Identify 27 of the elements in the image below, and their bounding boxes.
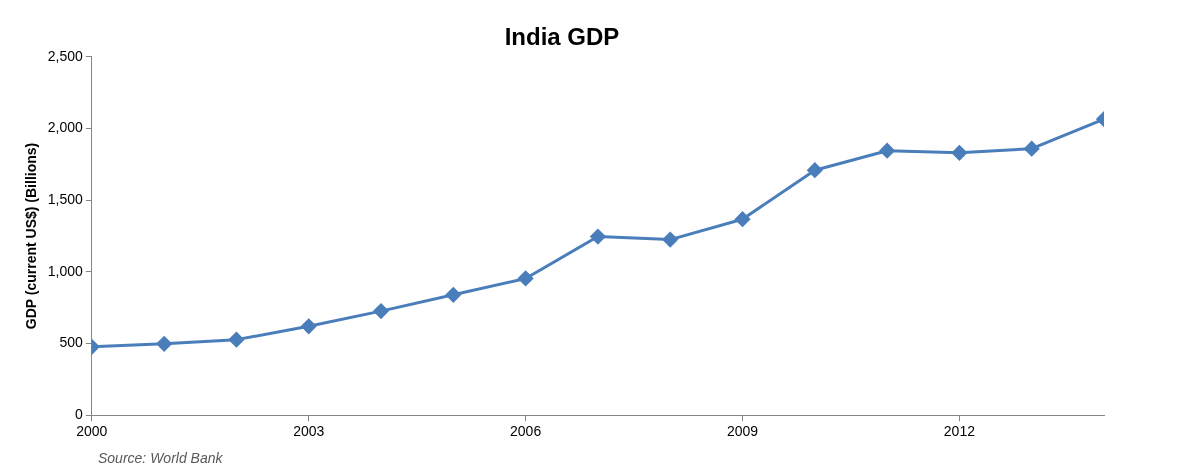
point xyxy=(590,229,606,245)
point xyxy=(373,303,389,319)
point xyxy=(807,162,823,178)
point xyxy=(879,143,895,159)
point xyxy=(518,270,534,286)
y-tick-label: 1,000 xyxy=(47,262,84,279)
source-note: Source: World Bank xyxy=(98,449,224,466)
y-axis-title: GDP (current US$) (Billions) xyxy=(23,142,40,330)
x-tick-label: 2012 xyxy=(943,423,976,440)
point xyxy=(735,211,751,227)
point xyxy=(662,232,678,248)
x-tick-label: 2006 xyxy=(510,423,542,440)
point xyxy=(301,318,317,334)
x-tick-label: 2000 xyxy=(76,423,108,440)
x-tick-label: 2009 xyxy=(726,423,759,440)
point xyxy=(951,145,967,161)
y-tick-label: 1,500 xyxy=(47,191,84,208)
y-tick-label: 2,500 xyxy=(47,47,84,64)
point xyxy=(228,332,244,348)
point xyxy=(445,287,461,303)
y-tick-label: 2,000 xyxy=(47,119,84,136)
x-tick-label: 2003 xyxy=(293,423,325,440)
point xyxy=(1024,141,1040,157)
y-tick-label: 0 xyxy=(75,406,84,423)
point xyxy=(156,336,172,352)
chart-title: India GDP xyxy=(504,23,620,51)
y-tick-label: 500 xyxy=(59,334,84,351)
